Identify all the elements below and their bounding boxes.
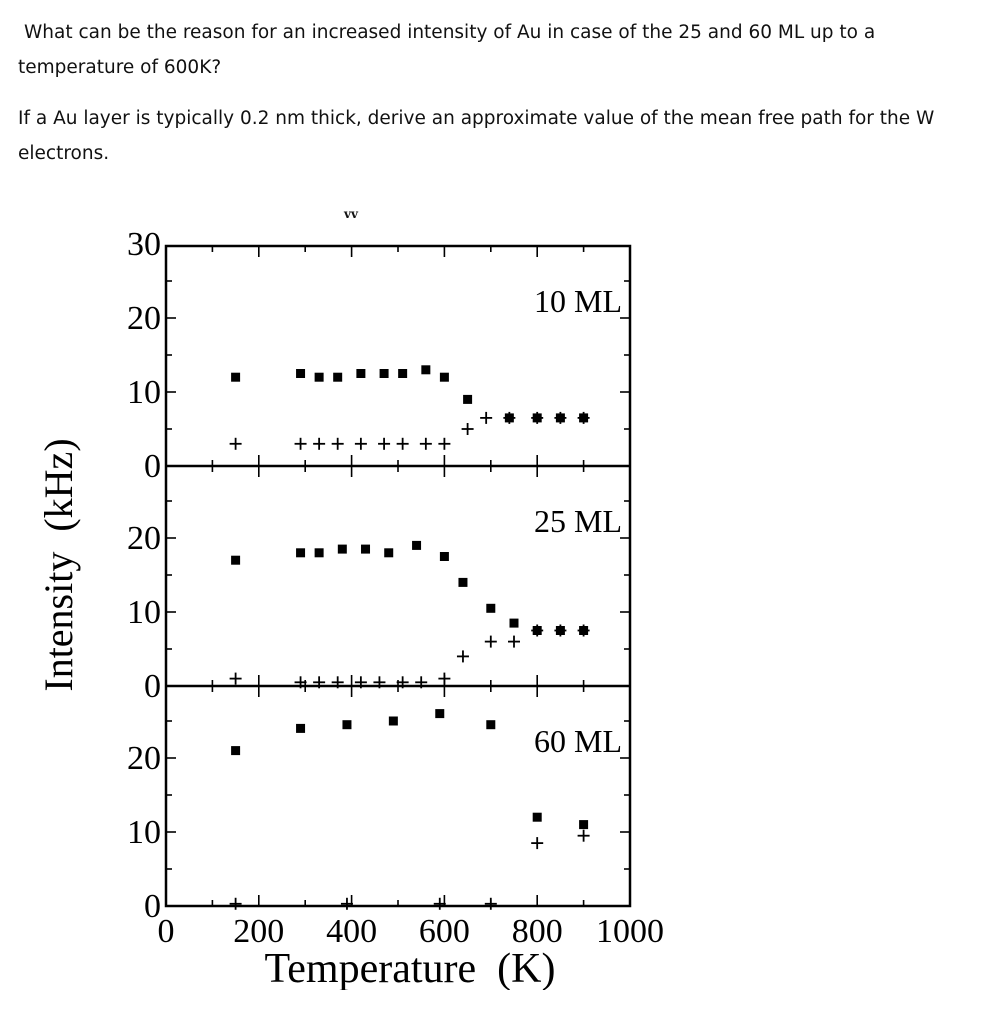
y-tick-label: 0 [144,668,161,705]
square-marker [439,372,449,382]
square-marker [231,555,241,565]
intensity-temperature-figure: ᴠᴠ Temperature (K) Intensity (kHz) 0 10 20… [36,207,664,990]
square-marker [314,372,324,382]
plus-marker [484,897,497,910]
y-tick-label: 20 [127,740,161,777]
y-tick-label: 10 [127,814,161,851]
y-tick-label: 20 [127,300,161,337]
plus-marker [229,437,242,450]
plus-marker [480,411,493,424]
square-marker [231,746,241,756]
x-tick-label: 1000 [596,913,664,950]
plus-marker [503,411,516,424]
plus-marker [354,437,367,450]
y-axis-label: Intensity (kHz) [36,438,81,691]
square-marker [342,720,352,730]
square-marker [439,552,449,561]
x-tick-label: 800 [512,913,563,950]
plus-marker [396,437,409,450]
plus-marker [438,437,451,450]
square-marker [314,548,324,558]
square-marker [579,820,589,830]
square-marker [509,618,519,628]
marks-layer [229,365,590,910]
plus-marker [331,676,344,689]
square-marker [463,394,473,404]
square-marker [333,372,343,382]
x-tick-label: 200 [233,913,284,950]
plus-marker [531,837,544,850]
x-axis-label: Temperature (K) [265,946,556,990]
square-marker [398,369,408,378]
square-marker [361,544,371,554]
square-marker [486,603,496,613]
square-marker [435,709,445,719]
plus-marker [354,676,367,689]
panel-label: 60 ML [534,723,622,759]
plus-marker [484,635,497,648]
plus-marker [456,650,469,663]
plus-marker [373,676,386,689]
plus-marker [461,423,474,435]
square-marker [486,720,496,730]
top-mark: ᴠᴠ [343,207,359,221]
plus-marker [577,829,590,842]
square-marker [379,369,389,378]
square-marker [421,365,431,375]
plus-marker [340,897,353,910]
y-tick-label: 0 [144,448,161,485]
panel-label: 25 ML [534,503,622,539]
plus-marker [531,411,544,424]
plus-marker [396,676,409,689]
question-1: What can be the reason for an increased … [18,22,876,78]
square-marker [356,369,366,378]
plus-marker [531,624,544,637]
x-tick-label: 0 [158,913,175,950]
y-tick-label: 30 [127,226,161,263]
square-marker [388,716,398,726]
square-marker [458,577,468,587]
plus-marker [577,411,590,424]
axes-layer [164,244,632,908]
y-tick-label: 10 [127,374,161,411]
plus-marker [438,672,451,685]
plus-marker [378,437,391,450]
plus-marker [313,437,326,450]
square-marker [532,812,542,822]
y-tick-label: 10 [127,594,161,631]
panel-label: 10 ML [534,283,622,319]
square-marker [296,723,306,733]
plus-marker [554,624,567,637]
square-marker [337,544,347,554]
plus-marker [433,897,446,910]
x-tick-label: 600 [419,913,470,950]
y-tick-label: 0 [144,888,161,925]
x-tick-label: 400 [326,913,377,950]
square-marker [412,540,422,550]
square-marker [384,548,394,558]
plus-marker [415,676,428,689]
y-tick-label: 20 [127,520,161,557]
plus-marker [508,635,520,648]
plus-marker [294,437,307,450]
square-marker [231,372,241,382]
plus-marker [331,437,344,450]
text-layer: ᴠᴠ Temperature (K) Intensity (kHz) 0 10 20… [36,207,664,990]
plus-marker [554,411,567,424]
square-marker [296,369,306,378]
square-marker [296,548,306,558]
plus-marker [229,672,242,685]
plus-marker [294,676,307,689]
plus-marker [577,624,590,637]
plot-frame [164,244,632,908]
plus-marker [229,897,242,910]
plus-marker [419,437,432,450]
question-2: If a Au layer is typically 0.2 nm thick,… [18,108,935,164]
plus-marker [313,676,326,689]
